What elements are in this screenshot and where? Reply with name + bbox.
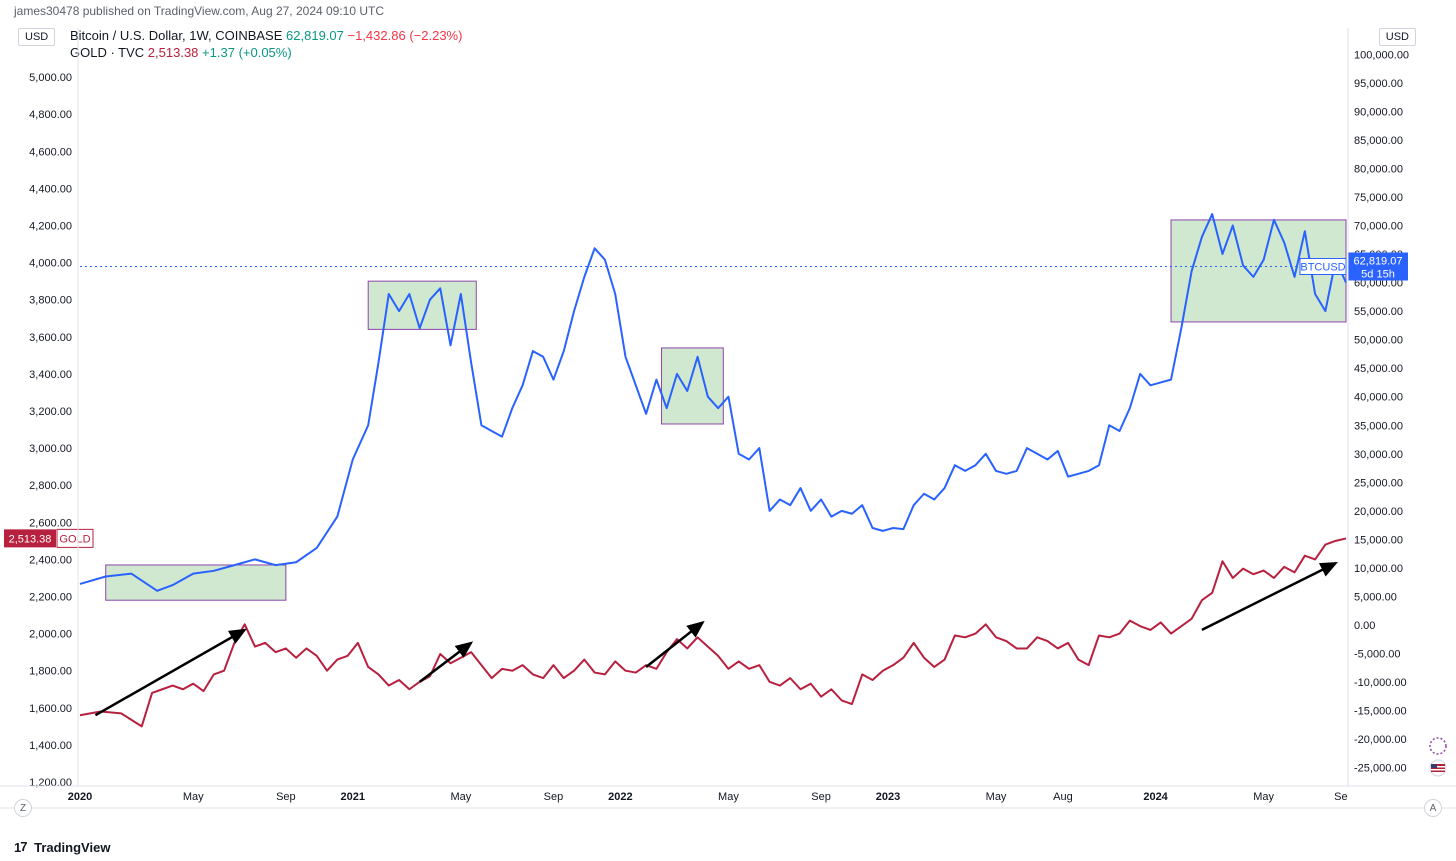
right-axis-tick: 85,000.00 (1354, 135, 1403, 147)
right-axis-tick: 20,000.00 (1354, 506, 1403, 518)
right-axis-tick: 100,000.00 (1354, 49, 1409, 61)
x-axis-tick: May (986, 791, 1007, 803)
left-axis-tick: 4,600.00 (29, 146, 72, 158)
left-axis-tick: 4,200.00 (29, 221, 72, 233)
x-axis-tick: Se (1334, 791, 1347, 803)
x-axis-tick: 2020 (68, 791, 92, 803)
left-axis-tick: 5,000.00 (29, 72, 72, 84)
left-axis-tick: 4,800.00 (29, 109, 72, 121)
right-axis-tick: 95,000.00 (1354, 78, 1403, 90)
right-axis-tick: 15,000.00 (1354, 534, 1403, 546)
trend-arrow (646, 622, 703, 667)
right-axis-tick: -15,000.00 (1354, 706, 1407, 718)
right-axis-tick: 0.00 (1354, 620, 1375, 632)
x-axis-tick: Sep (811, 791, 831, 803)
x-axis-tick: May (450, 791, 471, 803)
right-axis-tick: 70,000.00 (1354, 221, 1403, 233)
x-axis-tick: Aug (1053, 791, 1073, 803)
left-axis-tick: 1,600.00 (29, 703, 72, 715)
right-axis-tick: 80,000.00 (1354, 163, 1403, 175)
x-axis-tick: 2022 (608, 791, 632, 803)
x-axis-tick: May (1253, 791, 1274, 803)
left-axis-tick: 2,600.00 (29, 517, 72, 529)
tradingview-watermark: 17 TradingView (14, 840, 110, 855)
x-axis-tick: Sep (276, 791, 296, 803)
right-axis-tick: 35,000.00 (1354, 420, 1403, 432)
snapshot-icon[interactable] (1430, 738, 1446, 754)
left-axis-tick: 3,400.00 (29, 369, 72, 381)
btc-series[interactable] (80, 214, 1346, 591)
left-axis-tick: 3,600.00 (29, 332, 72, 344)
highlight-box (106, 565, 286, 600)
left-axis-tick: 1,800.00 (29, 666, 72, 678)
left-axis-tick: 3,000.00 (29, 443, 72, 455)
trend-arrow (420, 643, 471, 682)
right-axis-tick: -25,000.00 (1354, 763, 1407, 775)
left-axis-tick: 3,200.00 (29, 406, 72, 418)
right-axis-tick: 75,000.00 (1354, 192, 1403, 204)
x-axis-tick: 2021 (341, 791, 365, 803)
svg-text:BTCUSD: BTCUSD (1300, 261, 1345, 273)
svg-text:5d 15h: 5d 15h (1361, 268, 1395, 280)
right-axis-tick: 45,000.00 (1354, 363, 1403, 375)
right-axis-tick: -20,000.00 (1354, 734, 1407, 746)
left-axis-tick: 4,000.00 (29, 258, 72, 270)
left-axis-tick: 1,400.00 (29, 740, 72, 752)
zoom-button[interactable]: Z (14, 799, 32, 817)
svg-text:2,513.38: 2,513.38 (9, 533, 52, 545)
x-axis-tick: 2024 (1143, 791, 1168, 803)
right-axis-tick: 55,000.00 (1354, 306, 1403, 318)
trend-arrow (95, 630, 244, 715)
right-axis-tick: 90,000.00 (1354, 106, 1403, 118)
left-axis-tick: 3,800.00 (29, 295, 72, 307)
right-axis-tick: 30,000.00 (1354, 449, 1403, 461)
right-axis-tick: 40,000.00 (1354, 392, 1403, 404)
right-axis-tick: 50,000.00 (1354, 335, 1403, 347)
right-axis-tick: -5,000.00 (1354, 649, 1400, 661)
right-axis-tick: 5,000.00 (1354, 592, 1397, 604)
x-axis-tick: May (718, 791, 739, 803)
left-axis-tick: 4,400.00 (29, 183, 72, 195)
left-axis-tick: 2,200.00 (29, 592, 72, 604)
svg-text:GOLD: GOLD (59, 533, 90, 545)
right-axis-tick: 25,000.00 (1354, 477, 1403, 489)
right-axis-tick: 10,000.00 (1354, 563, 1403, 575)
x-axis-tick: 2023 (876, 791, 900, 803)
highlight-box (662, 348, 724, 424)
x-axis-tick: Sep (544, 791, 564, 803)
right-axis-tick: -10,000.00 (1354, 677, 1407, 689)
left-axis-tick: 2,800.00 (29, 480, 72, 492)
left-axis-tick: 2,400.00 (29, 554, 72, 566)
svg-text:62,819.07: 62,819.07 (1354, 255, 1403, 267)
x-axis-tick: May (183, 791, 204, 803)
left-axis-tick: 2,000.00 (29, 629, 72, 641)
chart-canvas[interactable]: 1,200.00 1,400.00 1,600.00 1,800.00 2,000.00… (0, 0, 1456, 861)
tv-logo-icon: 17 (14, 840, 26, 855)
left-axis-tick: 1,200.00 (29, 777, 72, 789)
auto-scale-button[interactable]: A (1424, 799, 1442, 817)
